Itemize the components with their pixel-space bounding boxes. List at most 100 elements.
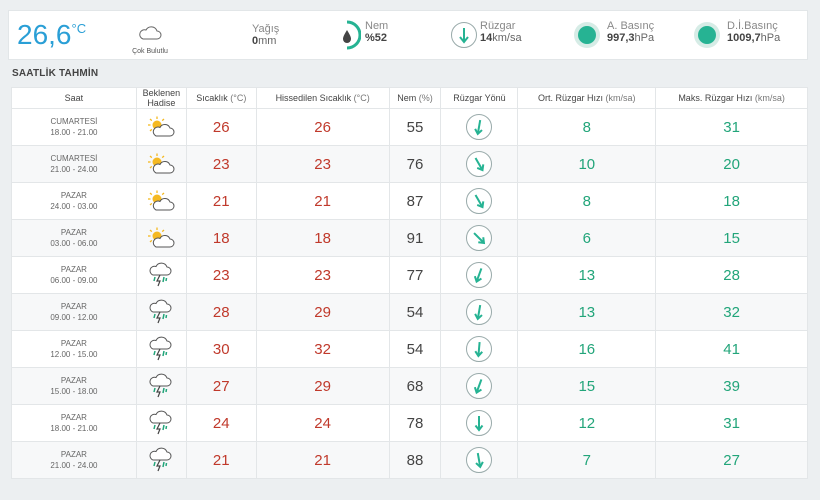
partly-cloudy-icon bbox=[148, 153, 175, 174]
pressure-stat: A. Basınç 997,3hPa bbox=[573, 20, 654, 68]
table-row: PAZAR 03.00 - 06.00 18 18 91 6 15 bbox=[11, 219, 808, 257]
humidity-cell: 88 bbox=[388, 441, 442, 479]
wind-direction-arrow-icon bbox=[466, 225, 493, 251]
avg-wind-cell: 8 bbox=[517, 182, 657, 220]
humidity-cell: 54 bbox=[388, 330, 442, 368]
wind-direction-arrow-icon bbox=[466, 262, 493, 288]
temp-cell: 30 bbox=[185, 330, 257, 368]
feels-like-cell: 23 bbox=[255, 256, 390, 294]
weather-icon-cell bbox=[135, 219, 187, 257]
feels-like-cell: 21 bbox=[255, 182, 390, 220]
time-cell: CUMARTESİ 21.00 - 24.00 bbox=[11, 145, 137, 183]
wind-direction-cell bbox=[440, 367, 519, 405]
time-cell: PAZAR 24.00 - 03.00 bbox=[11, 182, 137, 220]
weather-icon-cell bbox=[135, 404, 187, 442]
thunderstorm-icon bbox=[149, 336, 172, 361]
humidity-cell: 54 bbox=[388, 293, 442, 331]
wind-stat: Rüzgar 14km/sa bbox=[450, 20, 522, 68]
table-row: PAZAR 21.00 - 24.00 21 21 88 7 27 bbox=[11, 441, 808, 479]
wind-direction-arrow-icon bbox=[466, 151, 493, 177]
temp-cell: 18 bbox=[185, 219, 257, 257]
time-range: 21.00 - 24.00 bbox=[50, 461, 98, 470]
weather-icon-cell bbox=[135, 145, 187, 183]
rain-stat: Yağış 0mm bbox=[252, 23, 280, 47]
max-wind-cell: 15 bbox=[655, 219, 808, 257]
header-sicaklik: Sıcaklık (°C) bbox=[185, 87, 257, 109]
day-label: PAZAR bbox=[60, 450, 87, 459]
thunderstorm-icon bbox=[149, 262, 172, 287]
header-saat: Saat bbox=[11, 87, 137, 109]
max-wind-cell: 39 bbox=[655, 367, 808, 405]
temp-cell: 26 bbox=[185, 108, 257, 146]
wind-direction-cell bbox=[440, 330, 519, 368]
header-maks-ruzgar: Maks. Rüzgar Hızı (km/sa) bbox=[655, 87, 808, 109]
avg-wind-cell: 16 bbox=[517, 330, 657, 368]
header-nem: Nem (%) bbox=[388, 87, 442, 109]
day-label: PAZAR bbox=[60, 339, 87, 348]
weather-icon-cell bbox=[135, 367, 187, 405]
day-label: CUMARTESİ bbox=[50, 154, 98, 163]
time-range: 24.00 - 03.00 bbox=[50, 202, 98, 211]
wind-direction-cell bbox=[440, 219, 519, 257]
temp-cell: 23 bbox=[185, 145, 257, 183]
wind-direction-arrow-icon bbox=[466, 336, 493, 362]
weather-icon-cell bbox=[135, 441, 187, 479]
wind-direction-arrow-icon bbox=[466, 188, 493, 214]
max-wind-cell: 41 bbox=[655, 330, 808, 368]
time-cell: PAZAR 21.00 - 24.00 bbox=[11, 441, 137, 479]
header-ort-ruzgar: Ort. Rüzgar Hızı (km/sa) bbox=[517, 87, 657, 109]
day-label: PAZAR bbox=[60, 191, 87, 200]
wind-direction-arrow-icon bbox=[466, 447, 493, 473]
humidity-cell: 87 bbox=[388, 182, 442, 220]
feels-like-cell: 18 bbox=[255, 219, 390, 257]
partly-cloudy-icon bbox=[148, 190, 175, 211]
avg-wind-cell: 12 bbox=[517, 404, 657, 442]
thunderstorm-icon bbox=[149, 373, 172, 398]
wind-direction-cell bbox=[440, 293, 519, 331]
feels-like-cell: 24 bbox=[255, 404, 390, 442]
max-wind-cell: 18 bbox=[655, 182, 808, 220]
current-condition: Çok Bulutlu bbox=[124, 25, 176, 73]
max-wind-cell: 20 bbox=[655, 145, 808, 183]
humidity-cell: 55 bbox=[388, 108, 442, 146]
wind-direction-cell bbox=[440, 182, 519, 220]
wind-direction-cell bbox=[440, 441, 519, 479]
current-temperature: 26,6°C bbox=[17, 19, 87, 50]
time-cell: PAZAR 09.00 - 12.00 bbox=[11, 293, 137, 331]
table-row: PAZAR 18.00 - 21.00 24 24 78 12 31 bbox=[11, 404, 808, 442]
day-label: PAZAR bbox=[60, 302, 87, 311]
wind-direction-arrow-icon bbox=[466, 299, 493, 325]
humidity-gauge-icon bbox=[343, 20, 361, 50]
day-label: PAZAR bbox=[60, 413, 87, 422]
wind-direction-arrow-icon bbox=[466, 373, 493, 399]
weather-icon-cell bbox=[135, 330, 187, 368]
partly-cloudy-icon bbox=[148, 116, 175, 137]
time-range: 12.00 - 15.00 bbox=[50, 350, 98, 359]
humidity-cell: 76 bbox=[388, 145, 442, 183]
feels-like-cell: 21 bbox=[255, 441, 390, 479]
time-range: 03.00 - 06.00 bbox=[50, 239, 98, 248]
header-hissedilen: Hissedilen Sıcaklık (°C) bbox=[255, 87, 390, 109]
weather-icon-cell bbox=[135, 256, 187, 294]
time-cell: PAZAR 12.00 - 15.00 bbox=[11, 330, 137, 368]
time-range: 21.00 - 24.00 bbox=[50, 165, 98, 174]
time-cell: PAZAR 06.00 - 09.00 bbox=[11, 256, 137, 294]
table-row: PAZAR 24.00 - 03.00 21 21 87 8 18 bbox=[11, 182, 808, 220]
time-range: 15.00 - 18.00 bbox=[50, 387, 98, 396]
thunderstorm-icon bbox=[149, 410, 172, 435]
wind-direction-cell bbox=[440, 256, 519, 294]
feels-like-cell: 29 bbox=[255, 367, 390, 405]
table-row: PAZAR 06.00 - 09.00 23 23 77 13 28 bbox=[11, 256, 808, 294]
avg-wind-cell: 13 bbox=[517, 256, 657, 294]
max-wind-cell: 32 bbox=[655, 293, 808, 331]
table-row: PAZAR 09.00 - 12.00 28 29 54 13 32 bbox=[11, 293, 808, 331]
thunderstorm-icon bbox=[149, 299, 172, 324]
header-ruzgar-yonu: Rüzgar Yönü bbox=[440, 87, 519, 109]
wind-direction-icon bbox=[451, 22, 477, 48]
header-hadise: Beklenen Hadise bbox=[135, 87, 187, 109]
humidity-stat: Nem %52 bbox=[339, 20, 388, 68]
max-wind-cell: 31 bbox=[655, 404, 808, 442]
section-title: SAATLİK TAHMİN bbox=[12, 68, 99, 79]
avg-wind-cell: 15 bbox=[517, 367, 657, 405]
temp-cell: 27 bbox=[185, 367, 257, 405]
